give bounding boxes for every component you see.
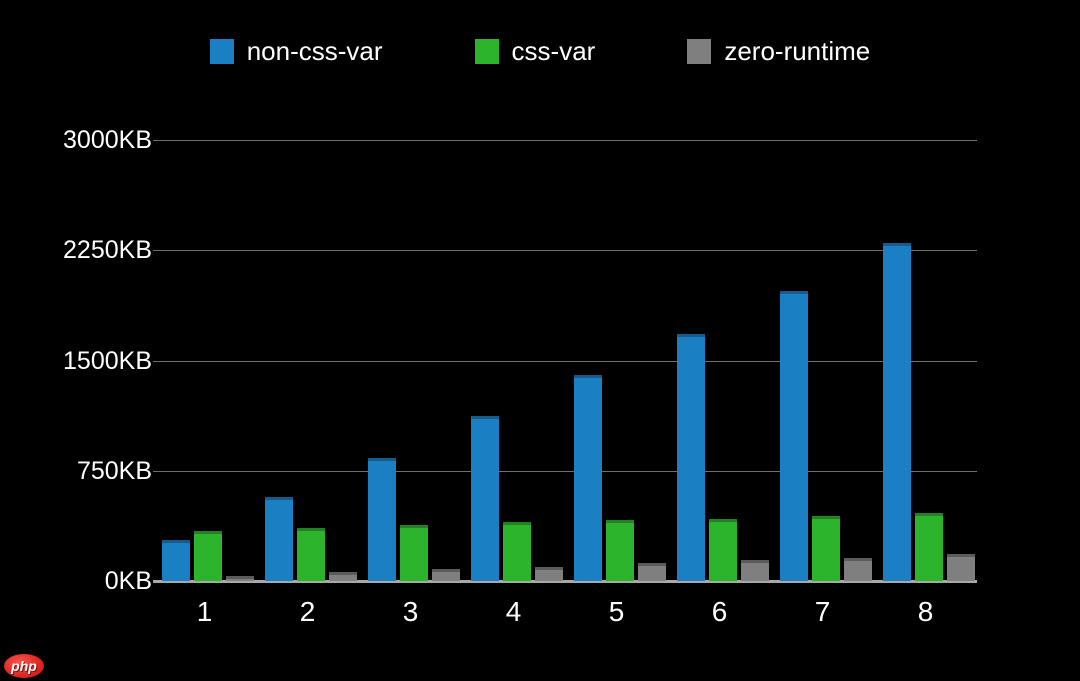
php-logo-text: php bbox=[11, 658, 37, 674]
gridline-3000KB bbox=[153, 140, 977, 141]
legend-swatch-icon bbox=[474, 38, 499, 64]
bar-non-css-var-8 bbox=[883, 243, 911, 581]
bar-css-var-5 bbox=[606, 520, 634, 581]
x-tick-label: 5 bbox=[608, 596, 625, 627]
x-tick-label: 3 bbox=[402, 596, 419, 627]
x-tick-label: 4 bbox=[505, 596, 522, 627]
bar-non-css-var-3 bbox=[368, 458, 396, 581]
legend-swatch-icon bbox=[687, 38, 712, 64]
bar-css-var-3 bbox=[400, 525, 428, 581]
y-tick-label: 3000KB bbox=[63, 126, 152, 154]
legend-swatch-icon bbox=[209, 38, 234, 64]
y-tick-label: 2250KB bbox=[63, 236, 152, 265]
y-tick-label: 1500KB bbox=[63, 346, 152, 375]
bar-css-var-2 bbox=[297, 528, 325, 581]
legend-label: zero-runtime bbox=[724, 36, 871, 66]
bar-zero-runtime-3 bbox=[432, 569, 460, 581]
bar-zero-runtime-6 bbox=[741, 560, 769, 581]
x-tick-label: 1 bbox=[196, 596, 213, 627]
bar-non-css-var-1 bbox=[162, 540, 190, 581]
x-tick-label: 6 bbox=[711, 596, 728, 627]
bar-zero-runtime-8 bbox=[947, 554, 975, 581]
bar-non-css-var-7 bbox=[780, 291, 808, 581]
php-logo: php bbox=[4, 654, 44, 678]
chart-legend: non-css-var css-var zero-runtime bbox=[0, 38, 1080, 64]
bar-css-var-8 bbox=[915, 513, 943, 581]
x-tick-label: 2 bbox=[299, 596, 316, 627]
gridline-750KB bbox=[153, 470, 977, 472]
gridline-2250KB bbox=[153, 250, 977, 252]
bar-non-css-var-2 bbox=[265, 497, 293, 581]
legend-item-css-var[interactable]: css-var bbox=[474, 36, 596, 66]
legend-label: css-var bbox=[511, 36, 596, 66]
bar-zero-runtime-5 bbox=[638, 563, 666, 581]
bar-css-var-4 bbox=[503, 522, 531, 581]
x-tick-label: 7 bbox=[814, 596, 831, 627]
y-tick-label: 0KB bbox=[104, 567, 152, 595]
legend-item-zero-runtime[interactable]: zero-runtime bbox=[687, 38, 870, 64]
bar-zero-runtime-2 bbox=[329, 572, 357, 581]
legend-label: non-css-var bbox=[246, 36, 383, 66]
bar-non-css-var-6 bbox=[677, 334, 705, 581]
bar-non-css-var-4 bbox=[471, 416, 499, 581]
bar-css-var-7 bbox=[812, 516, 840, 581]
bar-zero-runtime-4 bbox=[535, 567, 563, 581]
y-tick-label: 750KB bbox=[76, 456, 152, 485]
bar-css-var-6 bbox=[709, 519, 737, 581]
bar-zero-runtime-7 bbox=[844, 558, 872, 581]
x-axis-line bbox=[153, 580, 977, 583]
x-tick-label: 8 bbox=[917, 596, 934, 627]
gridline-1500KB bbox=[153, 360, 977, 362]
legend-item-non-css-var[interactable]: non-css-var bbox=[209, 36, 383, 66]
bar-zero-runtime-1 bbox=[226, 576, 254, 581]
bar-non-css-var-5 bbox=[574, 375, 602, 581]
bar-css-var-1 bbox=[194, 531, 222, 581]
